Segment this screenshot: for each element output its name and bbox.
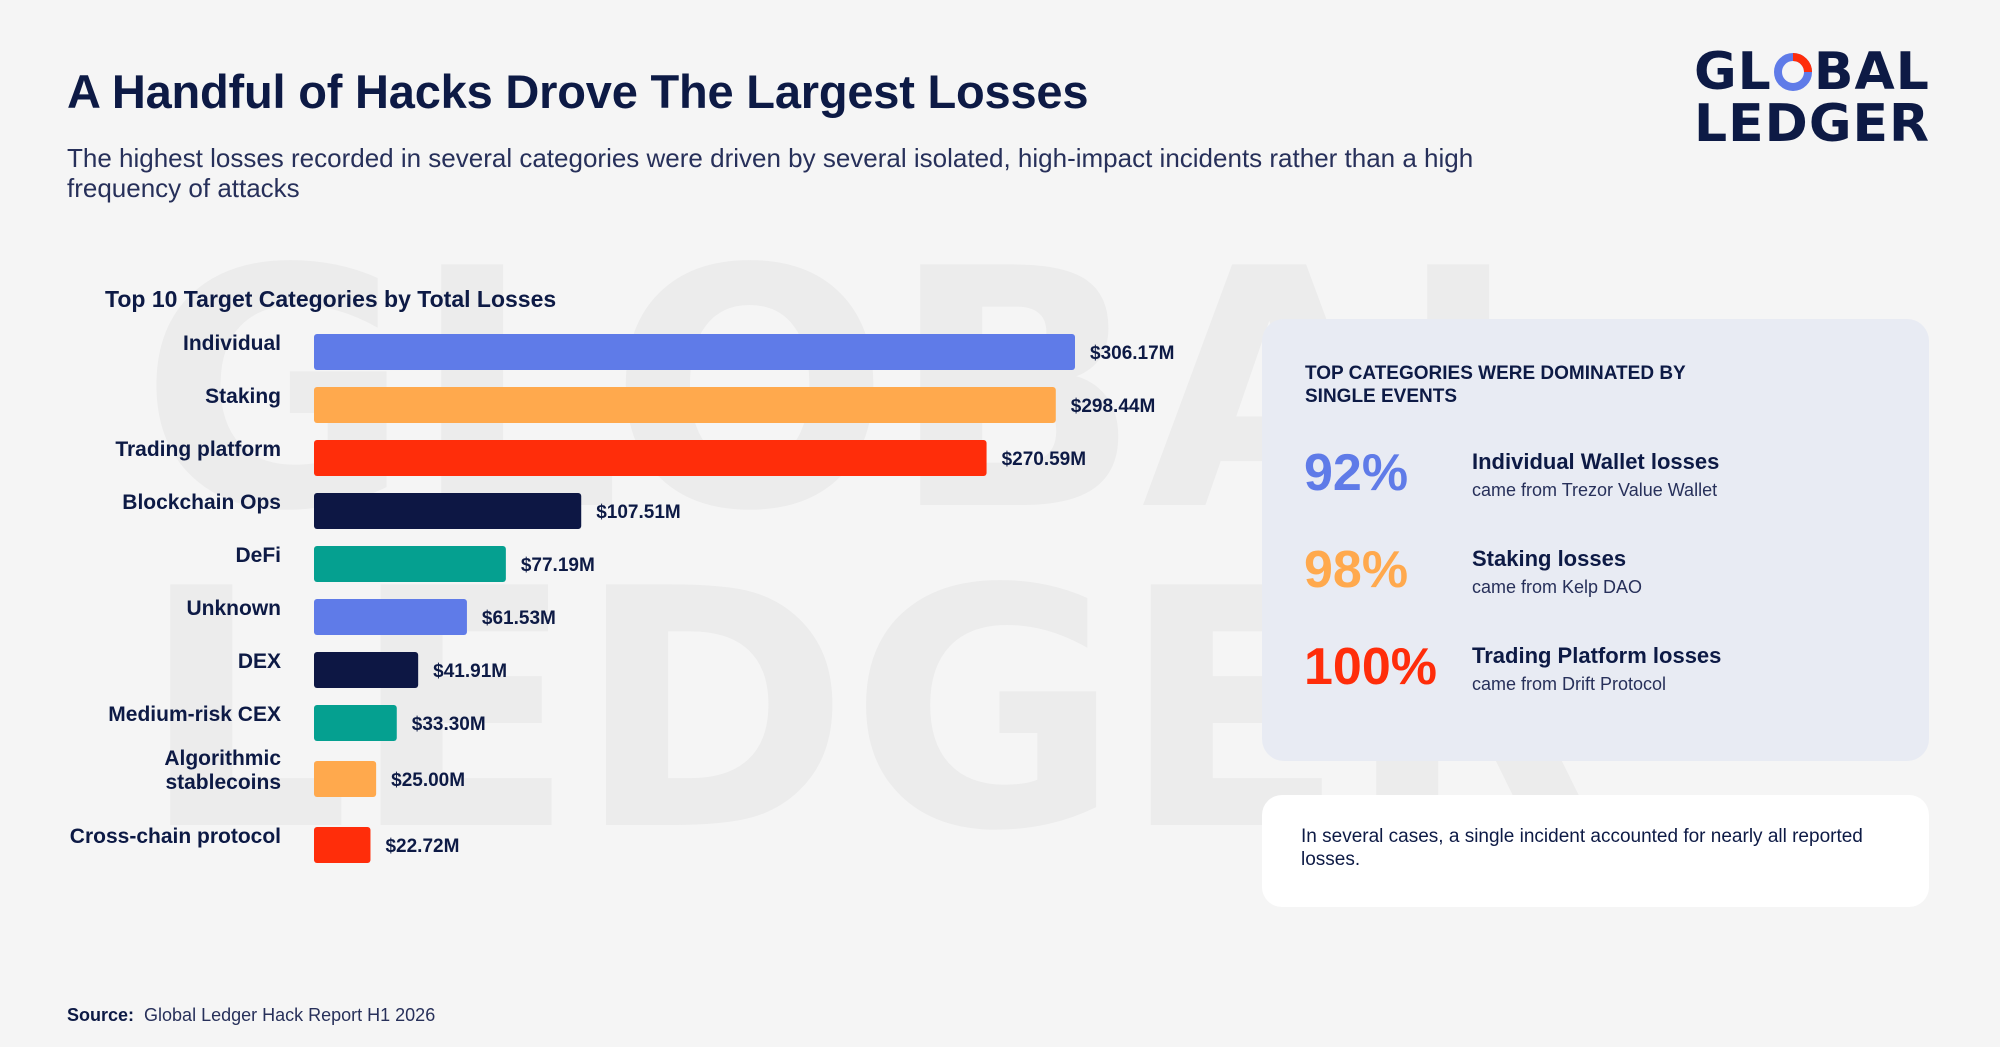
bar-blockchain-ops (314, 493, 582, 529)
value-label: $306.17M (1090, 343, 1175, 364)
logo-line1: GL BAL (1694, 42, 1930, 102)
stat-value: 92% (1304, 444, 1409, 502)
category-label: DEX (238, 650, 281, 673)
stat-value: 98% (1304, 541, 1409, 599)
bar-dex (314, 652, 419, 688)
category-label: Cross-chain protocol (70, 825, 281, 848)
header: A Handful of Hacks Drove The Largest Los… (67, 64, 1507, 203)
bar-chart: Individual $306.17M Staking $298.44M Trading… (70, 332, 1175, 863)
logo-o-icon (1773, 49, 1813, 91)
bar-defi (314, 546, 506, 582)
stat-title: Individual Wallet losses (1472, 449, 1720, 474)
stat-description: came from Trezor Value Wallet (1472, 480, 1718, 500)
value-label: $298.44M (1071, 396, 1156, 417)
category-label: Algorithmic stablecoins (164, 747, 281, 794)
bar-staking (314, 387, 1056, 423)
value-label: $61.53M (482, 608, 556, 629)
bar-trading-platform (314, 440, 987, 476)
stat-title: Staking losses (1472, 546, 1627, 571)
value-label: $107.51M (596, 502, 681, 523)
value-label: $270.59M (1002, 449, 1087, 470)
global-ledger-logo: GL BAL LEDGER (1694, 42, 1931, 154)
value-label: $33.30M (412, 714, 486, 735)
source-line: Source: Global Ledger Hack Report H1 2026 (67, 1005, 435, 1026)
category-label: Medium-risk CEX (108, 703, 281, 726)
stat-staking: 98% Staking losses came from Kelp DAO (1304, 540, 1904, 620)
stat-title: Trading Platform losses (1472, 643, 1722, 668)
value-label: $77.19M (521, 555, 595, 576)
insight-panel: TOP CATEGORIES WERE DOMINATED BY SINGLE … (1262, 319, 1929, 761)
panel-heading: TOP CATEGORIES WERE DOMINATED BY SINGLE … (1305, 363, 1686, 407)
page-title: A Handful of Hacks Drove The Largest Los… (67, 65, 1089, 118)
bar-algorithmic-stablecoins (314, 761, 377, 797)
category-label: Individual (183, 332, 281, 355)
source-text: Global Ledger Hack Report H1 2026 (144, 1005, 436, 1025)
category-label: Unknown (187, 597, 282, 620)
logo-line2: LEDGER (1694, 94, 1931, 154)
category-label: Trading platform (115, 438, 281, 461)
stat-individual: 92% Individual Wallet losses came from T… (1304, 443, 1904, 523)
value-label: $25.00M (391, 770, 465, 791)
category-label: DeFi (235, 544, 281, 567)
chart-title: Top 10 Target Categories by Total Losses (105, 286, 557, 312)
bar-cross-chain-protocol (314, 827, 371, 863)
value-label: $41.91M (433, 661, 507, 682)
stat-trading-platform: 100% Trading Platform losses came from D… (1304, 637, 1904, 717)
note-card: In several cases, a single incident acco… (1262, 795, 1929, 907)
page-subtitle: The highest losses recorded in several c… (67, 143, 1474, 203)
source-label: Source: (67, 1005, 135, 1025)
bar-medium-risk-cex (314, 705, 397, 741)
category-label: Staking (205, 385, 281, 408)
value-label: $22.72M (385, 836, 459, 857)
bar-individual (314, 334, 1075, 370)
stat-description: came from Drift Protocol (1472, 674, 1667, 694)
stat-description: came from Kelp DAO (1472, 577, 1643, 597)
note-text: In several cases, a single incident acco… (1301, 826, 1863, 870)
stat-value: 100% (1304, 638, 1437, 696)
bar-unknown (314, 599, 467, 635)
category-label: Blockchain Ops (122, 491, 281, 514)
